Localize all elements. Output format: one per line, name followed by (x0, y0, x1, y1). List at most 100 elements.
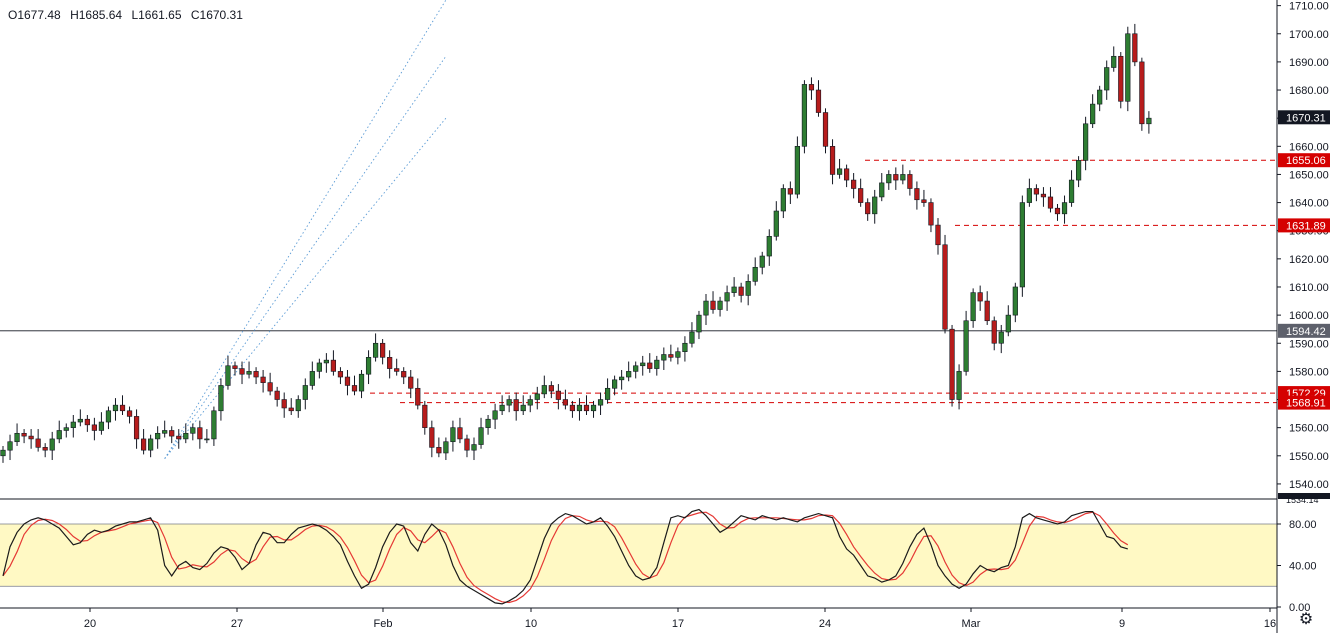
price-tick-label: 1710.00 (1289, 1, 1329, 13)
candle-body (822, 112, 829, 147)
level-price-tag: 1568.91 (1286, 398, 1326, 410)
candle-body (323, 359, 329, 364)
horizontal-line-tag: 1594.42 (1286, 326, 1326, 338)
candles-layer (0, 23, 1152, 463)
candle (394, 358, 400, 376)
candle (527, 395, 533, 413)
candle-body (801, 84, 808, 147)
channel-line (164, 56, 447, 459)
settings-gear-icon[interactable]: ⚙ (1298, 611, 1314, 628)
candle-body (28, 435, 34, 440)
price-tick-label: 1560.00 (1289, 423, 1329, 435)
candle (506, 395, 512, 413)
candle (787, 181, 793, 204)
candle (21, 429, 27, 444)
candle (759, 251, 765, 275)
candle (70, 415, 76, 438)
candle (408, 369, 414, 399)
candle (717, 296, 723, 317)
candle (485, 415, 491, 435)
candle-body (1012, 286, 1018, 316)
candle-body (176, 435, 182, 440)
candle-body (710, 300, 716, 310)
candle (851, 173, 857, 199)
candle-body (478, 427, 484, 445)
candle-body (808, 84, 815, 91)
candle-body (963, 320, 969, 372)
candle-body (408, 376, 414, 389)
candle (1040, 187, 1047, 207)
candle-body (415, 387, 421, 406)
candle (1068, 170, 1075, 207)
candle-body (77, 418, 83, 423)
candle-body (534, 393, 540, 400)
candle-body (787, 188, 793, 195)
time-tick-label: 16 (1264, 618, 1276, 630)
candle-body (169, 430, 175, 437)
candle (780, 184, 786, 219)
candle-body (183, 432, 189, 440)
candle (218, 378, 224, 421)
candle (239, 361, 245, 385)
candle-body (759, 255, 765, 268)
candle-body (745, 281, 751, 296)
candle (900, 164, 906, 185)
candle (1125, 26, 1131, 112)
candle (288, 398, 294, 415)
candle-body (717, 300, 723, 310)
candle-body (387, 357, 393, 369)
candle (569, 400, 576, 418)
candle (914, 181, 920, 210)
candle-body (843, 168, 850, 181)
candle-body (766, 236, 772, 257)
candle (281, 392, 287, 418)
candle-body (970, 292, 976, 322)
candle-body (98, 421, 105, 431)
bottom-tag-bg (1278, 493, 1330, 499)
candle (1118, 52, 1124, 109)
candle-body (485, 418, 491, 428)
level-price-tag: 1631.89 (1286, 220, 1326, 232)
candle-body (991, 320, 997, 344)
candle-body (647, 362, 653, 369)
candle (879, 173, 885, 202)
candle (246, 361, 252, 379)
levels-layer (0, 159, 1277, 404)
candle (323, 353, 329, 373)
candle-body (928, 202, 934, 226)
candle-body (907, 174, 913, 189)
candle-body (422, 404, 428, 428)
candle-body (14, 432, 20, 443)
candle-body (309, 371, 315, 386)
candle (42, 443, 48, 458)
candle (28, 429, 34, 449)
candle-body (21, 432, 27, 437)
candle (668, 344, 674, 362)
candle (773, 201, 779, 241)
price-tick-label: 1580.00 (1289, 366, 1329, 378)
candle (640, 355, 646, 376)
candle (661, 347, 667, 370)
candle (1132, 23, 1138, 67)
time-tick-label: Feb (374, 618, 393, 630)
candle (583, 395, 590, 415)
candle (183, 423, 189, 444)
candle (626, 361, 632, 382)
candle-body (569, 404, 576, 412)
candle (499, 395, 505, 415)
candle (387, 350, 393, 379)
candle (1104, 60, 1110, 100)
candle (380, 339, 386, 365)
candle-body (1132, 33, 1138, 63)
candle (935, 218, 941, 255)
candle (344, 369, 351, 396)
candle-body (429, 427, 435, 448)
candle (429, 420, 435, 458)
channel-layer (164, 0, 447, 459)
candle-body (640, 362, 646, 367)
candle (1111, 46, 1117, 72)
candle (752, 257, 758, 286)
candle (436, 437, 442, 458)
candle-body (998, 331, 1004, 344)
